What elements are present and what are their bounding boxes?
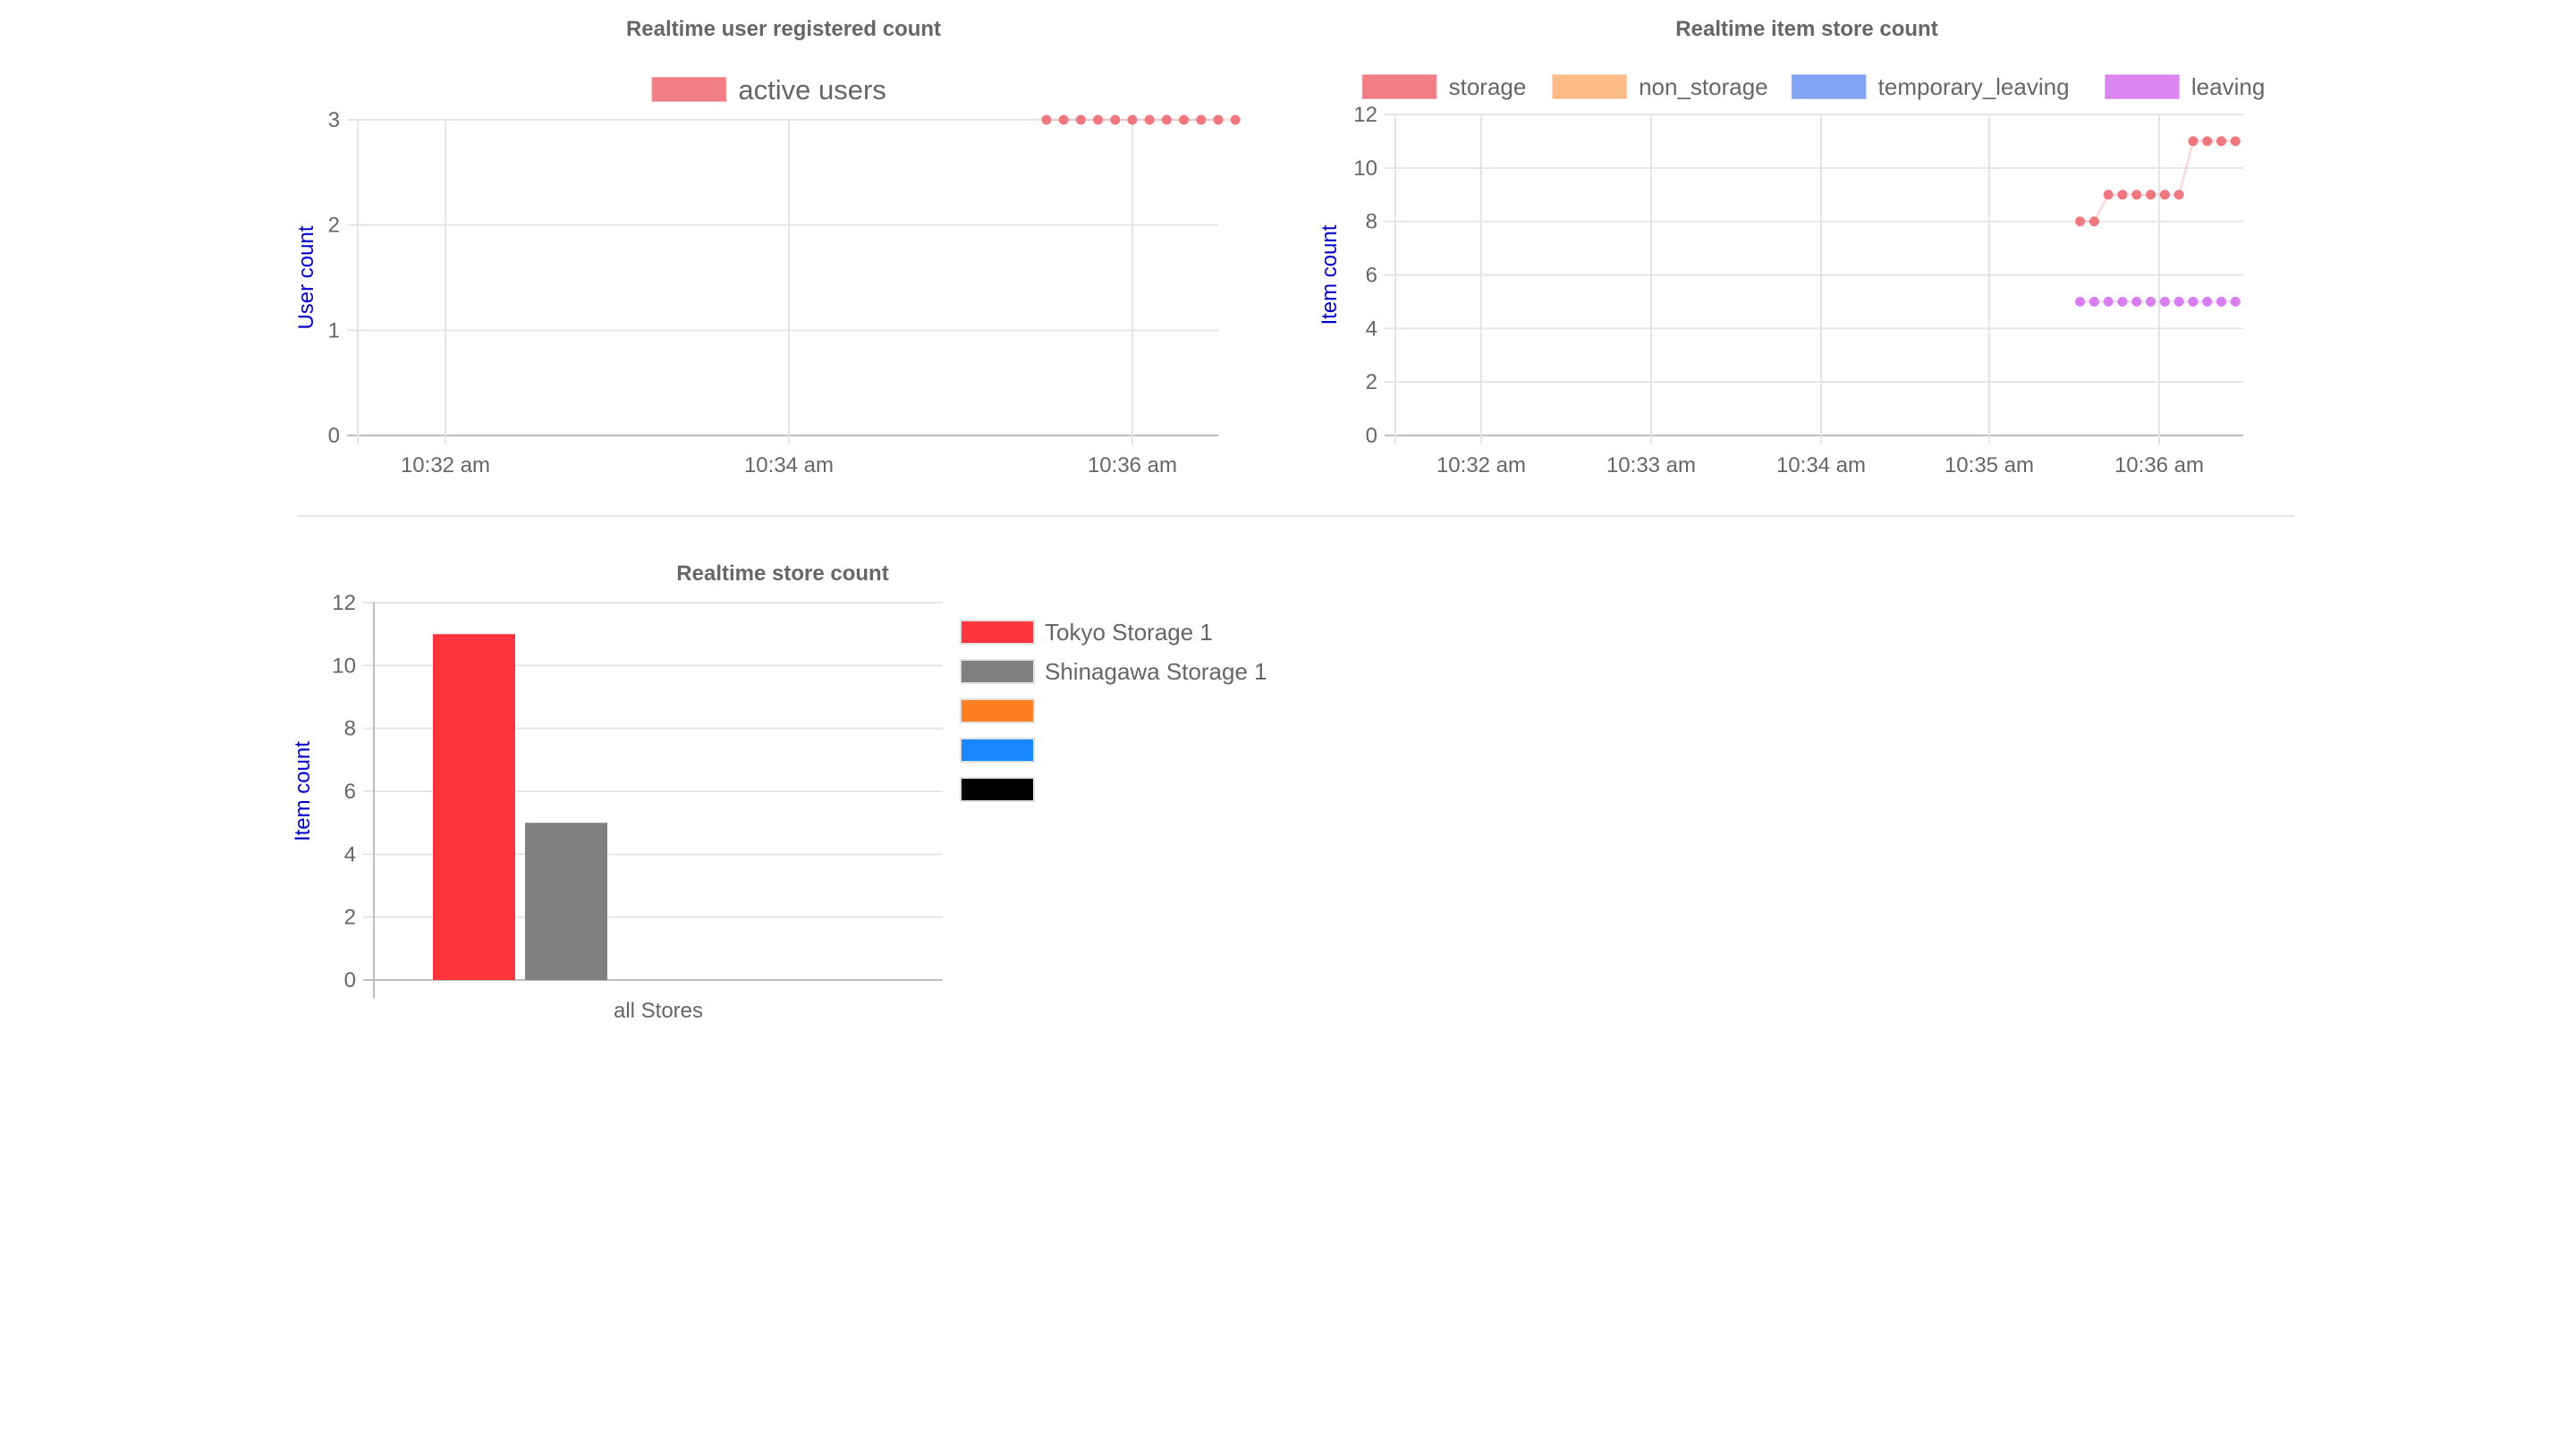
bar bbox=[525, 823, 607, 980]
data-point bbox=[2075, 216, 2086, 227]
data-point bbox=[2174, 296, 2184, 307]
data-point bbox=[2174, 190, 2184, 200]
series-line bbox=[2080, 139, 2236, 224]
y-tick-label: 6 bbox=[344, 780, 356, 804]
data-point bbox=[2103, 190, 2114, 200]
data-point bbox=[2216, 136, 2226, 147]
x-tick-label: 10:33 am bbox=[1606, 453, 1696, 477]
y-tick-label: 12 bbox=[332, 591, 356, 615]
legend-swatch bbox=[1361, 74, 1437, 99]
store-count-chart: Realtime store count 0 2 4 6 8 10 12 Item count a… bbox=[291, 562, 1267, 1023]
data-point bbox=[2131, 296, 2142, 307]
data-point bbox=[2146, 296, 2157, 307]
data-point bbox=[1196, 114, 1207, 125]
y-axis-label: Item count bbox=[1318, 224, 1342, 325]
data-point bbox=[2188, 136, 2199, 147]
x-tick-label: 10:32 am bbox=[1436, 453, 1526, 477]
data-point bbox=[2159, 296, 2170, 307]
data-point bbox=[2216, 296, 2226, 307]
data-point bbox=[2089, 296, 2099, 307]
data-point bbox=[1230, 114, 1241, 125]
y-tick-label: 0 bbox=[328, 424, 340, 448]
legend-label: non_storage bbox=[1639, 73, 1768, 100]
legend-label: Tokyo Storage 1 bbox=[1045, 619, 1213, 646]
data-point bbox=[2103, 296, 2114, 307]
y-tick-label: 0 bbox=[1366, 424, 1377, 448]
data-point bbox=[1144, 114, 1155, 125]
y-tick-label: 4 bbox=[1366, 317, 1377, 341]
x-tick-label: 10:36 am bbox=[2114, 453, 2204, 477]
legend-swatch bbox=[960, 659, 1035, 684]
item-count-chart: Realtime item store count 0 2 4 6 8 10 12 10:32 … bbox=[1318, 17, 2265, 477]
y-axis-label: Item count bbox=[291, 741, 315, 841]
y-tick-label: 4 bbox=[344, 842, 356, 866]
legend-label: Shinagawa Storage 1 bbox=[1045, 658, 1267, 685]
y-tick-label: 3 bbox=[328, 108, 340, 132]
legend-swatch bbox=[2104, 74, 2180, 99]
x-tick-label: 10:36 am bbox=[1088, 453, 1177, 477]
y-tick-label: 8 bbox=[1366, 210, 1377, 234]
x-tick-label: 10:32 am bbox=[401, 453, 490, 477]
x-tick-label: 10:34 am bbox=[744, 453, 834, 477]
x-tick-label: 10:34 am bbox=[1776, 453, 1866, 477]
data-point bbox=[1110, 114, 1121, 125]
data-point bbox=[2202, 136, 2213, 147]
y-tick-label: 8 bbox=[344, 717, 356, 741]
data-point bbox=[2117, 296, 2128, 307]
data-point bbox=[1058, 114, 1069, 125]
user-count-chart: Realtime user registered count 0 1 2 3 10:32 … bbox=[294, 17, 1241, 477]
data-point bbox=[1075, 114, 1086, 125]
y-tick-label: 10 bbox=[332, 654, 356, 678]
legend-swatch bbox=[1791, 74, 1867, 99]
section-divider bbox=[297, 515, 2294, 517]
data-point bbox=[2117, 190, 2128, 200]
legend-swatch bbox=[651, 77, 727, 102]
data-point bbox=[2089, 216, 2099, 227]
data-point bbox=[2230, 296, 2241, 307]
legend-label: active users bbox=[738, 74, 886, 106]
data-point bbox=[1093, 114, 1104, 125]
legend-swatch bbox=[1552, 74, 1628, 99]
legend-label: temporary_leaving bbox=[1878, 73, 2070, 100]
data-point bbox=[2202, 296, 2213, 307]
x-category-label: all Stores bbox=[614, 999, 703, 1023]
y-tick-label: 2 bbox=[344, 906, 356, 930]
data-point bbox=[2188, 296, 2199, 307]
y-tick-label: 10 bbox=[1353, 156, 1377, 181]
y-tick-label: 0 bbox=[344, 968, 356, 993]
data-point bbox=[1161, 114, 1172, 125]
y-tick-label: 6 bbox=[1366, 264, 1377, 288]
x-tick-label: 10:35 am bbox=[1945, 453, 2034, 477]
y-tick-label: 1 bbox=[328, 318, 340, 342]
data-point bbox=[1179, 114, 1190, 125]
y-tick-label: 12 bbox=[1353, 103, 1377, 127]
legend-swatch bbox=[960, 777, 1035, 802]
data-point bbox=[1213, 114, 1224, 125]
data-point bbox=[2131, 190, 2142, 200]
data-point bbox=[2075, 296, 2086, 307]
legend-swatch bbox=[960, 698, 1035, 723]
data-point bbox=[2146, 190, 2157, 200]
chart-title: Realtime user registered count bbox=[626, 17, 941, 41]
data-point bbox=[1127, 114, 1138, 125]
y-tick-label: 2 bbox=[1366, 370, 1377, 394]
data-point bbox=[2230, 136, 2241, 147]
chart-title: Realtime store count bbox=[676, 562, 888, 586]
y-axis-label: User count bbox=[294, 225, 318, 329]
legend-label: leaving bbox=[2191, 73, 2265, 100]
bar bbox=[433, 634, 515, 980]
legend-swatch bbox=[960, 620, 1035, 645]
legend-swatch bbox=[960, 738, 1035, 763]
y-tick-label: 2 bbox=[328, 214, 340, 238]
chart-title: Realtime item store count bbox=[1675, 17, 1937, 41]
legend-label: storage bbox=[1449, 73, 1527, 100]
data-point bbox=[2159, 190, 2170, 200]
data-point bbox=[1041, 114, 1052, 125]
